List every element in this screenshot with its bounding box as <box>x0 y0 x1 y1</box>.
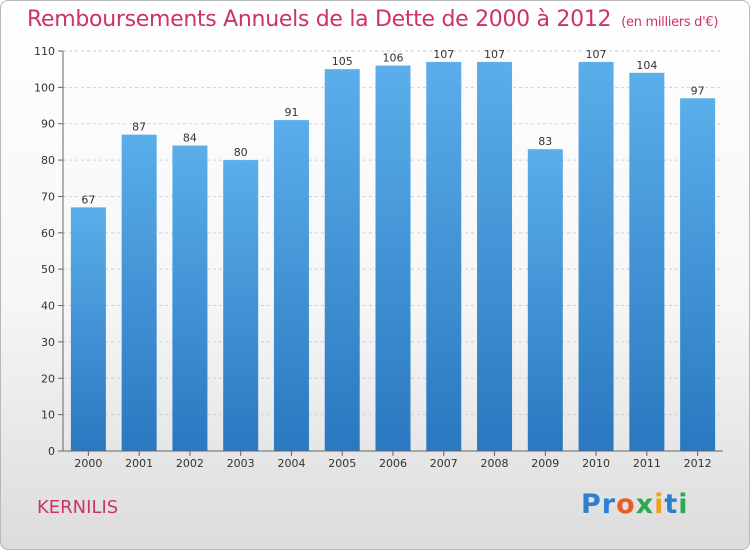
x-tick-label: 2005 <box>328 457 356 470</box>
x-tick-label: 2011 <box>633 457 661 470</box>
x-tick-label: 2007 <box>430 457 458 470</box>
bar <box>527 149 563 451</box>
y-tick-label: 60 <box>41 227 55 240</box>
y-tick-label: 100 <box>34 81 55 94</box>
y-tick-label: 30 <box>41 336 55 349</box>
bar-value-label: 97 <box>691 84 705 97</box>
chart-title-text: Remboursements Annuels de la Dette de 20… <box>27 7 612 32</box>
x-tick-label: 2004 <box>277 457 305 470</box>
bar <box>426 61 462 452</box>
bar-value-label: 91 <box>284 106 298 119</box>
x-tick-label: 2006 <box>379 457 407 470</box>
y-tick-label: 20 <box>41 372 55 385</box>
bar <box>172 145 208 451</box>
x-tick-label: 2000 <box>74 457 102 470</box>
x-tick-label: 2003 <box>227 457 255 470</box>
y-tick-label: 10 <box>41 409 55 422</box>
x-tick-label: 2008 <box>481 457 509 470</box>
bar-value-label: 84 <box>183 132 197 145</box>
bar <box>477 61 513 452</box>
logo-letter: t <box>664 489 679 520</box>
x-tick-label: 2012 <box>684 457 712 470</box>
bar <box>70 207 106 451</box>
chart-unit: (en milliers d'€) <box>621 15 719 30</box>
bar-value-label: 105 <box>332 55 353 68</box>
y-tick-label: 90 <box>41 118 55 131</box>
bar <box>578 61 614 452</box>
chart-title: Remboursements Annuels de la Dette de 20… <box>27 7 718 32</box>
y-tick-label: 0 <box>48 445 55 458</box>
x-tick-label: 2001 <box>125 457 153 470</box>
bar-value-label: 80 <box>234 146 248 159</box>
bar-value-label: 106 <box>383 52 404 65</box>
x-tick-label: 2002 <box>176 457 204 470</box>
bar-value-label: 87 <box>132 121 146 134</box>
y-tick-label: 70 <box>41 190 55 203</box>
axes: 0 10 20 30 40 50 60 70 80 90 100 110 2000 2001 2002 200… <box>34 45 723 470</box>
logo-letter: i <box>678 489 689 520</box>
place-name: KERNILIS <box>37 497 119 518</box>
bar-value-label: 83 <box>538 135 552 148</box>
bar-value-label: 67 <box>81 193 95 206</box>
logo-letter: o <box>616 489 636 520</box>
logo-letter: x <box>635 489 655 520</box>
y-tick-label: 110 <box>34 45 55 58</box>
bar <box>223 160 259 451</box>
bar <box>629 72 665 452</box>
x-tick-label: 2009 <box>531 457 559 470</box>
y-tick-label: 50 <box>41 263 55 276</box>
bar <box>273 120 309 451</box>
y-tick-label: 40 <box>41 300 55 313</box>
bar-value-label: 107 <box>484 48 505 61</box>
bars: 67 87 84 80 91 105 106 107 107 83 107 104 97 <box>70 48 716 452</box>
proxiti-logo: Proxiti <box>581 489 689 520</box>
bar-value-label: 107 <box>586 48 607 61</box>
bar <box>121 134 157 452</box>
bar <box>324 69 360 451</box>
bar-value-label: 104 <box>636 59 657 72</box>
bar-value-label: 107 <box>433 48 454 61</box>
logo-letter: r <box>601 489 617 520</box>
bar <box>680 98 716 451</box>
bar <box>375 65 411 451</box>
logo-letter: P <box>581 489 602 520</box>
x-tick-label: 2010 <box>582 457 610 470</box>
logo-letter: i <box>654 489 665 520</box>
y-tick-label: 80 <box>41 154 55 167</box>
